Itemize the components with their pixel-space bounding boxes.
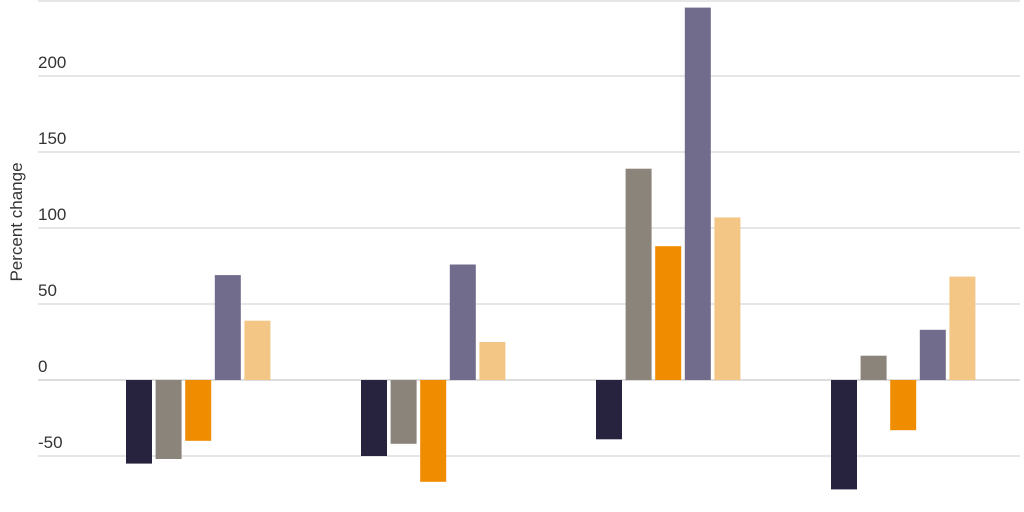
bar-group4-series1 [831,380,857,490]
bar-group1-series5 [244,320,271,380]
y-tick-label: 150 [38,129,66,148]
y-tick-label: 0 [38,357,47,376]
y-tick-labels: -50 0 50 100 150 200 [38,53,66,452]
y-tick-label: -50 [38,433,63,452]
bar-group2-series4 [449,264,476,380]
y-tick-label: 50 [38,281,57,300]
bar-group1-series3 [185,380,212,441]
bar-group3-series5 [714,217,741,380]
bar-group3-series3 [655,246,682,380]
bars [126,7,976,490]
bar-group4-series5 [949,276,976,380]
bar-group1-series2 [155,380,182,459]
bar-group1-series4 [214,275,241,380]
bar-group4-series4 [919,329,946,380]
bar-group3-series1 [596,380,622,440]
bar-group2-series2 [390,380,417,444]
y-tick-label: 200 [38,53,66,72]
bar-group2-series3 [420,380,447,482]
bar-group4-series3 [890,380,917,431]
bar-group3-series2 [625,168,652,380]
bar-group3-series4 [684,7,711,380]
bar-group2-series5 [479,342,506,380]
bar-group4-series2 [860,355,887,380]
bar-group2-series1 [361,380,387,456]
y-tick-label: 100 [38,205,66,224]
y-axis-title: Percent change [7,162,26,281]
bar-group1-series1 [126,380,152,464]
